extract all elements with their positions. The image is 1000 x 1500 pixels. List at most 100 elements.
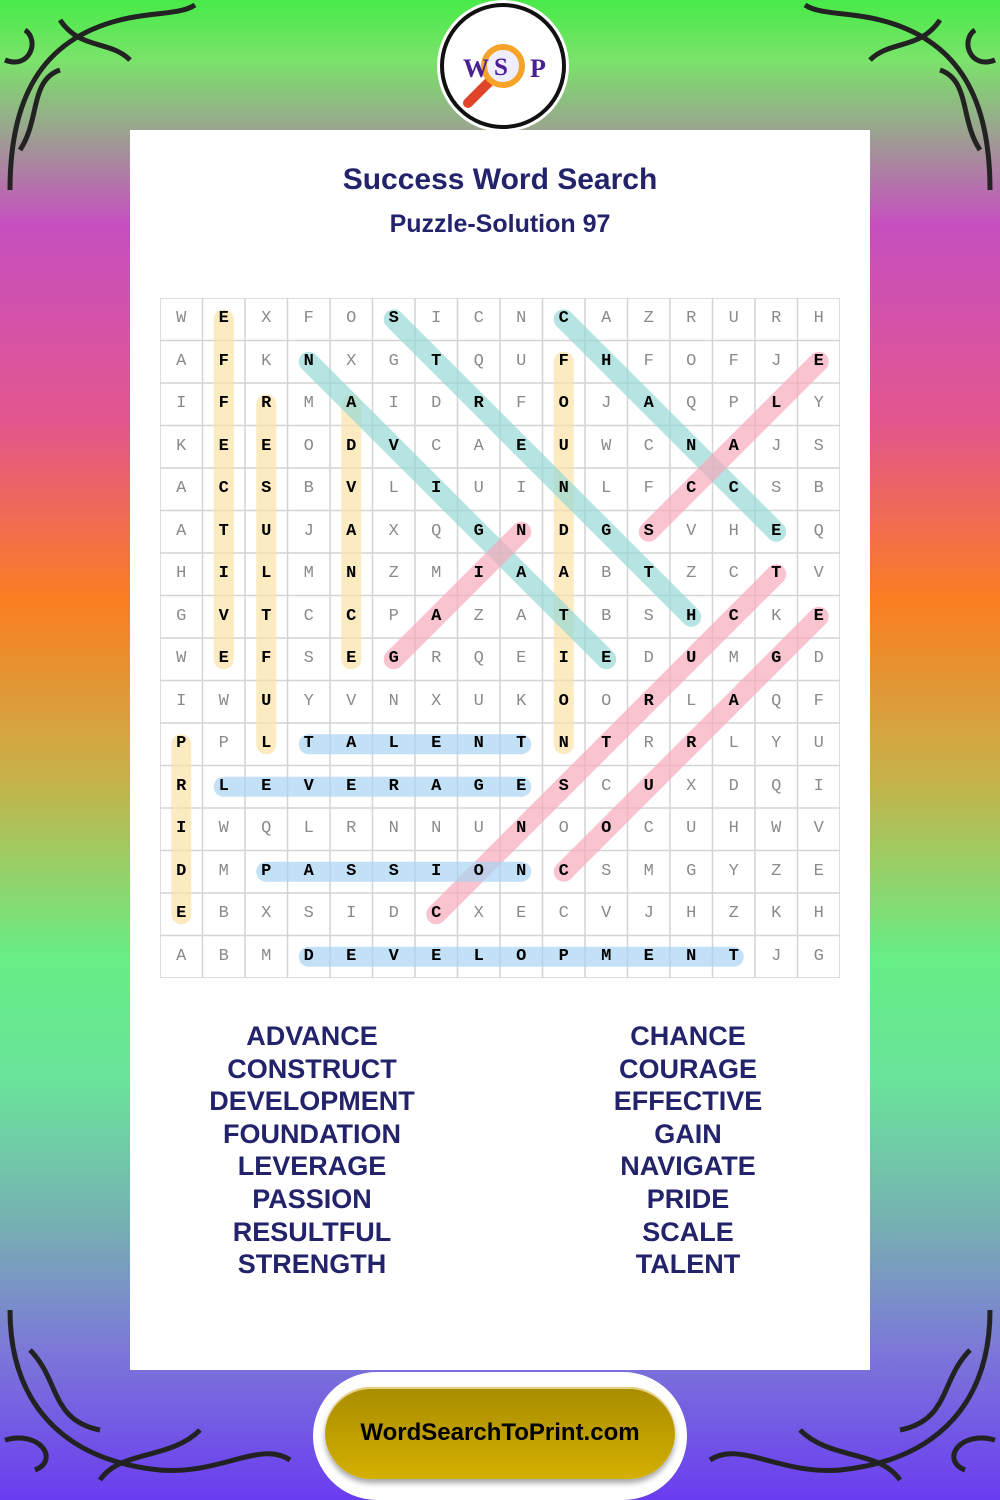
grid-cell[interactable]: X: [346, 351, 357, 371]
grid-cell[interactable]: V: [813, 819, 824, 838]
grid-cell[interactable]: E: [176, 904, 187, 923]
grid-cell[interactable]: N: [303, 351, 314, 371]
grid-cell[interactable]: E: [346, 649, 357, 668]
grid-cell[interactable]: E: [516, 904, 527, 923]
grid-cell[interactable]: U: [473, 691, 484, 711]
grid-cell[interactable]: A: [516, 606, 527, 626]
grid-cell[interactable]: D: [643, 649, 654, 668]
grid-cell[interactable]: U: [473, 819, 484, 838]
grid-cell[interactable]: T: [643, 564, 654, 583]
grid-cell[interactable]: S: [601, 861, 612, 881]
grid-cell[interactable]: C: [728, 479, 739, 498]
grid-cell[interactable]: Q: [813, 521, 824, 541]
grid-cell[interactable]: M: [218, 861, 229, 881]
grid-cell[interactable]: X: [261, 309, 272, 328]
grid-cell[interactable]: K: [771, 904, 782, 923]
grid-cell[interactable]: Z: [771, 861, 782, 881]
grid-cell[interactable]: Q: [473, 649, 484, 668]
grid-cell[interactable]: N: [516, 521, 527, 541]
grid-cell[interactable]: Z: [643, 309, 654, 328]
grid-cell[interactable]: H: [601, 351, 612, 371]
grid-cell[interactable]: R: [771, 309, 782, 328]
grid-cell[interactable]: D: [431, 394, 442, 413]
grid-cell[interactable]: M: [303, 564, 314, 583]
grid-cell[interactable]: M: [261, 946, 272, 966]
grid-cell[interactable]: I: [558, 649, 569, 668]
grid-cell[interactable]: I: [176, 819, 187, 838]
grid-cell[interactable]: E: [516, 776, 527, 796]
grid-cell[interactable]: S: [771, 479, 782, 498]
grid-cell[interactable]: K: [516, 691, 527, 711]
grid-cell[interactable]: K: [176, 436, 187, 456]
grid-cell[interactable]: J: [771, 946, 782, 966]
grid-cell[interactable]: T: [261, 606, 272, 626]
grid-cell[interactable]: O: [516, 946, 527, 966]
grid-cell[interactable]: N: [431, 819, 442, 838]
grid-cell[interactable]: U: [686, 819, 697, 838]
grid-cell[interactable]: D: [346, 436, 357, 456]
grid-cell[interactable]: C: [431, 436, 442, 456]
grid-cell[interactable]: P: [218, 734, 229, 753]
grid-cell[interactable]: A: [728, 691, 739, 711]
grid-cell[interactable]: C: [558, 861, 569, 881]
grid-cell[interactable]: C: [728, 564, 739, 583]
grid-cell[interactable]: F: [218, 351, 229, 371]
grid-cell[interactable]: C: [558, 904, 569, 923]
grid-cell[interactable]: S: [813, 436, 824, 456]
grid-cell[interactable]: R: [388, 776, 399, 796]
grid-cell[interactable]: N: [686, 436, 697, 456]
grid-cell[interactable]: Z: [686, 564, 697, 583]
grid-cell[interactable]: N: [516, 861, 527, 881]
grid-cell[interactable]: H: [686, 904, 697, 923]
grid-cell[interactable]: C: [431, 904, 442, 923]
grid-cell[interactable]: L: [388, 734, 399, 753]
grid-cell[interactable]: V: [388, 436, 399, 456]
grid-cell[interactable]: J: [601, 394, 612, 413]
grid-cell[interactable]: T: [771, 564, 782, 583]
grid-cell[interactable]: C: [601, 776, 612, 796]
grid-cell[interactable]: A: [176, 351, 187, 371]
grid-cell[interactable]: R: [643, 734, 654, 753]
grid-cell[interactable]: O: [346, 309, 357, 328]
grid-cell[interactable]: F: [728, 351, 739, 371]
grid-cell[interactable]: G: [388, 351, 399, 371]
grid-cell[interactable]: S: [643, 521, 654, 541]
grid-cell[interactable]: H: [813, 904, 824, 923]
grid-cell[interactable]: A: [431, 776, 442, 796]
grid-cell[interactable]: U: [516, 351, 527, 371]
grid-cell[interactable]: O: [558, 394, 569, 413]
grid-cell[interactable]: B: [601, 606, 612, 626]
grid-cell[interactable]: I: [388, 394, 399, 413]
grid-cell[interactable]: M: [303, 394, 314, 413]
grid-cell[interactable]: F: [516, 394, 527, 413]
grid-cell[interactable]: F: [643, 479, 654, 498]
grid-cell[interactable]: B: [218, 904, 229, 923]
grid-cell[interactable]: E: [431, 734, 442, 753]
grid-cell[interactable]: E: [601, 649, 612, 668]
grid-cell[interactable]: A: [516, 564, 527, 583]
grid-cell[interactable]: W: [601, 436, 612, 456]
grid-cell[interactable]: C: [346, 606, 357, 626]
grid-cell[interactable]: X: [431, 691, 442, 711]
grid-cell[interactable]: E: [813, 351, 824, 371]
grid-cell[interactable]: N: [516, 819, 527, 838]
grid-cell[interactable]: W: [218, 819, 229, 838]
grid-cell[interactable]: F: [261, 649, 272, 668]
grid-cell[interactable]: M: [601, 946, 612, 966]
grid-cell[interactable]: L: [728, 734, 739, 753]
grid-cell[interactable]: D: [728, 776, 739, 796]
grid-cell[interactable]: E: [218, 436, 229, 456]
grid-cell[interactable]: E: [346, 776, 357, 796]
grid-cell[interactable]: X: [261, 904, 272, 923]
grid-cell[interactable]: H: [813, 309, 824, 328]
grid-cell[interactable]: E: [516, 436, 527, 456]
grid-cell[interactable]: O: [686, 351, 697, 371]
grid-cell[interactable]: O: [558, 819, 569, 838]
grid-cell[interactable]: I: [218, 564, 229, 583]
grid-cell[interactable]: A: [346, 521, 357, 541]
grid-cell[interactable]: N: [388, 691, 399, 711]
grid-cell[interactable]: L: [601, 479, 612, 498]
grid-cell[interactable]: E: [771, 521, 782, 541]
grid-cell[interactable]: R: [261, 394, 272, 413]
grid-cell[interactable]: M: [643, 861, 654, 881]
